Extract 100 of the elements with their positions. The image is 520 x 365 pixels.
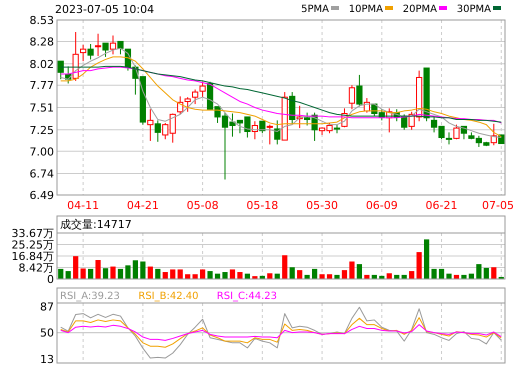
x-tick-label: 06-21 — [426, 199, 458, 212]
legend-label: 10PMA — [348, 4, 384, 15]
y-tick-label: 8.02 — [30, 58, 54, 71]
bar — [468, 274, 474, 279]
bar — [178, 269, 183, 279]
y-tick-label: 13 — [40, 352, 54, 365]
text: 成交量:14717 — [60, 218, 132, 231]
bar — [214, 274, 220, 279]
candlestick — [289, 92, 296, 124]
bar — [185, 274, 190, 279]
bar — [95, 260, 101, 279]
bar — [409, 271, 414, 279]
bar — [244, 274, 250, 279]
candlestick — [453, 124, 460, 140]
y-tick-label: 6.49 — [30, 189, 54, 202]
bar — [88, 268, 94, 279]
y-tick-label: 6.74 — [30, 168, 54, 181]
y-tick-label: 87 — [40, 300, 54, 314]
line-series — [60, 317, 502, 348]
candlestick — [184, 96, 191, 112]
y-tick-label: 8.42万 — [18, 261, 54, 274]
bar — [424, 239, 430, 279]
y-tick-label: 7.51 — [30, 102, 54, 114]
bar — [446, 274, 452, 279]
bar — [192, 274, 198, 279]
line-series — [60, 306, 502, 359]
legend-label: 20PMA — [402, 4, 438, 15]
candlestick — [154, 120, 161, 142]
y-tick-label: 50 — [40, 326, 54, 340]
candlestick — [266, 124, 273, 145]
bar — [290, 267, 295, 279]
bar — [431, 268, 437, 279]
bar — [438, 268, 444, 279]
bar — [132, 260, 138, 279]
bar — [476, 264, 482, 279]
bar — [230, 269, 236, 279]
y-tick-label: 25.25万 — [12, 238, 54, 252]
bar — [282, 255, 288, 279]
candlestick — [259, 120, 266, 134]
x-tick-label: 05-30 — [306, 199, 338, 212]
candlestick — [446, 132, 452, 145]
bar — [66, 271, 71, 279]
y-tick-label: 7.25 — [30, 124, 54, 137]
bar — [349, 262, 355, 279]
x-tick-label: 04-11 — [67, 199, 100, 212]
bar — [274, 274, 280, 279]
candlestick — [110, 34, 116, 55]
y-tick-label: 0 — [47, 273, 54, 286]
text: RSI_B:42.40 — [138, 291, 199, 302]
bar — [342, 270, 348, 279]
bar — [102, 268, 108, 279]
bar — [162, 272, 168, 279]
bar — [491, 267, 496, 279]
x-tick-label: 06-09 — [366, 199, 398, 212]
candlestick — [102, 42, 109, 58]
bar — [118, 268, 124, 279]
y-tick-label: 16.84万 — [12, 250, 54, 263]
line-series — [60, 324, 502, 341]
bar — [207, 271, 213, 279]
y-tick-label: 8.53 — [30, 14, 54, 27]
bar — [394, 274, 400, 279]
candlestick — [356, 74, 363, 108]
bar — [58, 268, 64, 279]
y-tick-label: 7.77 — [30, 79, 54, 92]
x-tick-label: 07-05 — [482, 199, 514, 212]
candlestick — [348, 84, 356, 110]
bar — [73, 256, 78, 279]
candlestick — [199, 81, 206, 98]
candlestick — [58, 60, 64, 80]
x-tick-label: 05-18 — [246, 199, 278, 212]
legend-label: 30PMA — [456, 4, 492, 15]
bar — [267, 273, 272, 279]
chart-title: 2023-07-05 10:04 — [55, 3, 154, 16]
bar — [297, 270, 302, 279]
bar — [140, 262, 146, 279]
candlestick — [87, 44, 94, 60]
y-tick-label: 33.67万 — [12, 227, 54, 240]
candlestick — [274, 120, 280, 145]
y-tick-label: 8.28 — [30, 35, 54, 48]
bar — [80, 268, 86, 279]
bar — [110, 266, 116, 279]
bar — [155, 268, 160, 279]
bar — [402, 274, 407, 279]
bar — [148, 266, 153, 279]
candlestick — [177, 96, 184, 115]
bar — [326, 274, 332, 279]
bar — [170, 269, 176, 279]
bar — [372, 274, 377, 279]
series-label: RSI_A:39.23 — [60, 291, 120, 302]
legend-label: 5PMA — [301, 4, 330, 15]
bar — [319, 274, 325, 279]
bar — [484, 268, 489, 279]
x-tick-label: 04-21 — [126, 199, 159, 212]
x-tick-label: 05-08 — [186, 199, 219, 212]
bar — [356, 264, 362, 279]
bar — [200, 269, 206, 279]
candlestick — [94, 33, 102, 57]
bar — [416, 252, 422, 279]
bar — [125, 265, 131, 279]
y-tick-label: 7.00 — [30, 145, 54, 158]
